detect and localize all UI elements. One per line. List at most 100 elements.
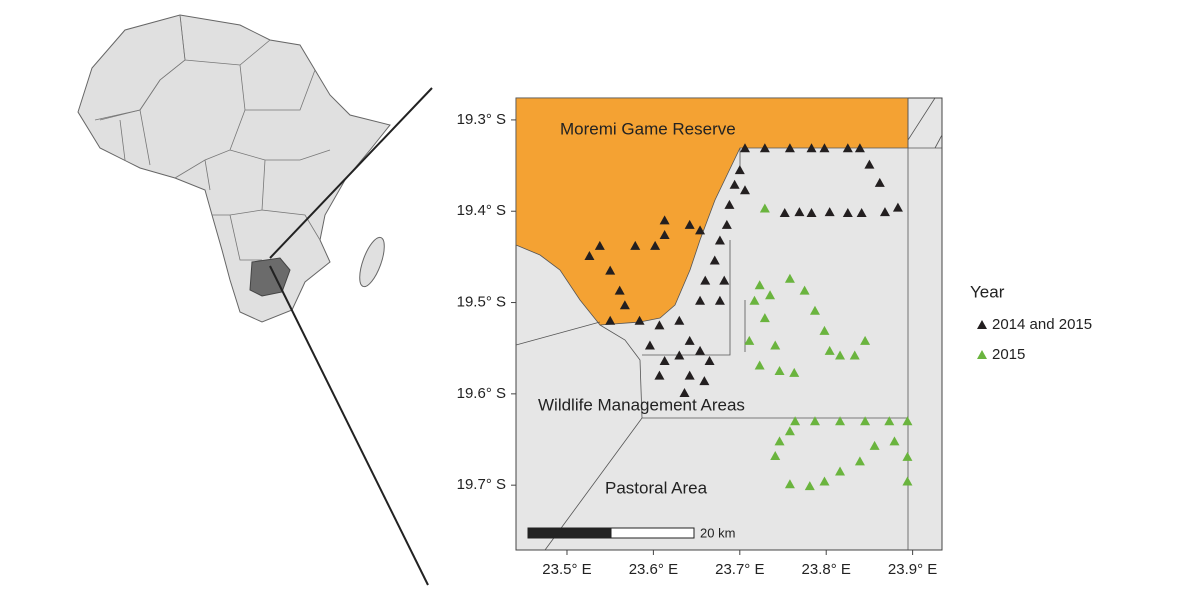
site-point xyxy=(695,225,706,235)
site-point xyxy=(892,202,903,212)
site-point xyxy=(714,295,725,305)
site-point xyxy=(835,466,846,476)
x-tick-label: 23.8° E xyxy=(802,561,851,578)
site-point xyxy=(806,208,817,218)
site-point xyxy=(619,300,630,310)
x-tick-label: 23.7° E xyxy=(715,561,764,578)
site-point xyxy=(729,179,740,189)
scale-bar xyxy=(610,527,695,539)
y-tick-label: 19.7° S xyxy=(457,476,506,493)
x-tick-label: 23.6° E xyxy=(629,561,678,578)
legend-symbol xyxy=(977,350,987,359)
site-point xyxy=(835,416,846,426)
connector xyxy=(269,87,433,259)
site-point xyxy=(854,456,865,466)
legend-title: Year xyxy=(970,282,1005,301)
legend-label: 2015 xyxy=(992,346,1025,363)
region-label: Wildlife Management Areas xyxy=(538,395,745,414)
site-point xyxy=(770,450,781,460)
site-point xyxy=(784,273,795,283)
site-point xyxy=(684,219,695,229)
site-point xyxy=(659,215,670,225)
site-point xyxy=(695,345,706,355)
site-point xyxy=(819,143,830,153)
scale-label: 20 km xyxy=(700,525,735,540)
site-point xyxy=(650,240,661,250)
site-point xyxy=(704,355,715,365)
site-point xyxy=(754,360,765,370)
site-point xyxy=(759,143,770,153)
site-point xyxy=(684,335,695,345)
site-point xyxy=(824,207,835,217)
site-point xyxy=(614,285,625,295)
site-point xyxy=(709,255,720,265)
site-point xyxy=(789,367,800,377)
madagascar xyxy=(359,236,385,288)
x-tick-label: 23.5° E xyxy=(542,561,591,578)
site-point xyxy=(809,305,820,315)
site-point xyxy=(869,440,880,450)
site-point xyxy=(774,366,785,376)
site-point xyxy=(699,376,710,386)
site-point xyxy=(854,143,865,153)
site-point xyxy=(674,315,685,325)
site-point xyxy=(765,290,776,300)
site-point xyxy=(724,199,735,209)
site-point xyxy=(659,229,670,239)
map-panel: 20 km Moremi Game Reserve Wildlife Manag… xyxy=(515,97,943,551)
y-tick-label: 19.5° S xyxy=(457,294,506,311)
site-point xyxy=(889,436,900,446)
site-point xyxy=(856,208,867,218)
y-tick-label: 19.4° S xyxy=(457,202,506,219)
region-label: Pastoral Area xyxy=(605,478,708,497)
site-point xyxy=(734,165,745,175)
site-point xyxy=(721,219,732,229)
site-point xyxy=(744,335,755,345)
site-point xyxy=(784,143,795,153)
site-point xyxy=(784,479,795,489)
site-point xyxy=(700,275,711,285)
site-point xyxy=(679,387,690,397)
site-point xyxy=(902,416,913,426)
site-point xyxy=(884,416,895,426)
africa-inset xyxy=(77,14,433,586)
site-point xyxy=(774,436,785,446)
site-point xyxy=(819,325,830,335)
site-point xyxy=(759,313,770,323)
site-point xyxy=(879,207,890,217)
site-point xyxy=(605,265,616,275)
site-point xyxy=(864,159,875,169)
site-point xyxy=(860,416,871,426)
site-point xyxy=(584,250,595,260)
site-point xyxy=(835,350,846,360)
site-point xyxy=(605,315,616,325)
site-point xyxy=(754,280,765,290)
site-point xyxy=(654,370,665,380)
site-point xyxy=(719,275,730,285)
site-point xyxy=(799,285,810,295)
site-point xyxy=(819,476,830,486)
site-point xyxy=(809,416,820,426)
x-tick-label: 23.9° E xyxy=(888,561,937,578)
site-point xyxy=(684,370,695,380)
site-point xyxy=(759,203,770,213)
site-point xyxy=(779,208,790,218)
site-point xyxy=(874,177,885,187)
site-point xyxy=(714,235,725,245)
site-point xyxy=(695,295,706,305)
site-point xyxy=(634,315,645,325)
site-point xyxy=(654,320,665,330)
connector xyxy=(269,265,429,586)
boundaries xyxy=(515,97,943,551)
y-tick-label: 19.6° S xyxy=(457,385,506,402)
site-point xyxy=(749,295,760,305)
site-point xyxy=(804,481,815,491)
scale-bar xyxy=(527,527,612,539)
site-point xyxy=(674,350,685,360)
site-point xyxy=(860,335,871,345)
legend-symbol xyxy=(977,320,987,329)
site-point xyxy=(594,240,605,250)
site-point xyxy=(842,143,853,153)
site-point xyxy=(794,207,805,217)
